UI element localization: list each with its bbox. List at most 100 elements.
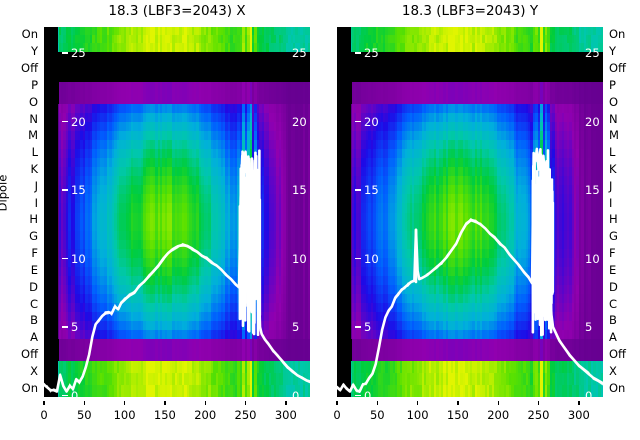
y-category-label-right: K bbox=[609, 163, 617, 176]
x-tick-mark bbox=[244, 401, 247, 405]
inner-y-tick-right: 20 bbox=[585, 116, 600, 129]
tick-dash-icon bbox=[355, 189, 361, 191]
tick-dash-icon bbox=[355, 52, 361, 54]
x-tick-mark bbox=[164, 401, 166, 405]
inner-y-tick-label: 15 bbox=[364, 183, 379, 197]
inner-y-tick-label: 25 bbox=[364, 46, 379, 60]
y-category-label-left: L bbox=[0, 147, 38, 159]
inner-y-tick-left: 0 bbox=[62, 389, 78, 397]
panel-title-x: 18.3 (LBF3=2043) X bbox=[44, 3, 310, 19]
y-category-label-right: H bbox=[609, 214, 618, 226]
y-category-label-right: Off bbox=[609, 63, 626, 75]
heatmap-image bbox=[44, 27, 310, 397]
tick-dash-icon bbox=[355, 120, 361, 123]
y-category-label-right: B bbox=[609, 315, 617, 327]
y-category-label-right: E bbox=[609, 264, 616, 277]
x-tick-label: 50 bbox=[357, 408, 397, 422]
inner-y-tick-label: 15 bbox=[71, 183, 86, 197]
y-category-label-right: I bbox=[609, 197, 612, 210]
heat-band-dark-purple bbox=[44, 339, 310, 363]
x-tick-mark bbox=[578, 401, 580, 405]
x-tick-mark bbox=[83, 401, 85, 405]
white-overlay-trace-y bbox=[337, 147, 603, 394]
y-category-label-left: N bbox=[0, 113, 38, 126]
y-category-label-left: Off bbox=[0, 348, 38, 361]
inner-y-tick-label: 0 bbox=[364, 389, 371, 397]
inner-y-tick-left: 15 bbox=[62, 185, 86, 197]
tick-dash-icon bbox=[62, 52, 68, 54]
y-category-label-right: On bbox=[609, 29, 625, 41]
tick-dash-icon bbox=[62, 394, 68, 397]
tick-dash-icon bbox=[62, 120, 68, 123]
heatmap-panel-x[interactable]: 0 0 5 5 10 10 15 15 20 20 25 25 bbox=[44, 27, 310, 397]
tick-dash-icon bbox=[62, 326, 68, 328]
inner-y-tick-right: 15 bbox=[585, 185, 600, 197]
x-tick-mark bbox=[457, 401, 459, 405]
tick-dash-icon bbox=[355, 394, 361, 397]
y-category-label-left: X bbox=[0, 365, 38, 378]
inner-y-tick-right: 20 bbox=[292, 116, 307, 129]
y-category-label-left: J bbox=[0, 180, 38, 193]
y-category-label-left: H bbox=[0, 214, 38, 226]
inner-y-tick-label: 0 bbox=[71, 389, 78, 397]
y-category-label-left: K bbox=[0, 163, 38, 176]
inner-y-tick-left: 5 bbox=[62, 322, 78, 334]
y-category-label-left: C bbox=[0, 298, 38, 311]
inner-y-tick-label: 5 bbox=[71, 320, 78, 334]
heat-band-main-body bbox=[44, 103, 310, 341]
y-category-label-right: L bbox=[609, 147, 615, 159]
y-category-label-right: N bbox=[609, 113, 618, 126]
y-category-label-left: On bbox=[0, 29, 38, 41]
y-category-label-right: O bbox=[609, 96, 618, 109]
x-tick-label: 150 bbox=[438, 408, 478, 422]
y-category-label-right: G bbox=[609, 231, 618, 243]
y-category-label-left: F bbox=[0, 248, 38, 260]
tick-dash-icon bbox=[355, 326, 361, 328]
inner-y-tick-left: 25 bbox=[355, 48, 379, 60]
heat-band-bright-spectrum bbox=[337, 27, 603, 53]
heat-band-dark-purple bbox=[337, 339, 603, 363]
tick-dash-icon bbox=[355, 257, 361, 260]
y-category-label-right: A bbox=[609, 332, 617, 344]
x-tick-label: 300 bbox=[559, 408, 599, 422]
y-category-label-right: P bbox=[609, 79, 616, 92]
x-tick-label: 300 bbox=[266, 408, 306, 422]
heat-band-black bbox=[337, 51, 603, 82]
inner-y-tick-left: 20 bbox=[62, 116, 86, 129]
heat-dead-channel bbox=[337, 27, 351, 397]
y-category-label-right: Y bbox=[609, 46, 616, 58]
y-category-label-left: Y bbox=[0, 46, 38, 58]
inner-y-tick-right: 0 bbox=[585, 390, 592, 397]
inner-y-tick-left: 10 bbox=[355, 253, 379, 266]
heatmap-panel-y[interactable]: 0 0 5 5 10 10 15 15 20 20 25 25 bbox=[337, 27, 603, 397]
panel-title-y: 18.3 (LBF3=2043) Y bbox=[337, 3, 603, 19]
inner-y-tick-label: 10 bbox=[71, 252, 86, 266]
y-category-label-right: C bbox=[609, 298, 617, 311]
y-category-label-left: G bbox=[0, 231, 38, 243]
y-category-label-right: On bbox=[609, 382, 625, 395]
x-tick-label: 200 bbox=[478, 408, 518, 422]
x-tick-label: 250 bbox=[226, 408, 266, 422]
inner-y-tick-right: 10 bbox=[585, 253, 600, 266]
x-tick-mark bbox=[204, 401, 206, 405]
inner-y-tick-left: 15 bbox=[355, 185, 379, 197]
y-category-label-right: D bbox=[609, 281, 618, 294]
inner-y-tick-left: 0 bbox=[355, 389, 371, 397]
y-category-label-left: D bbox=[0, 281, 38, 294]
inner-y-tick-label: 5 bbox=[364, 320, 371, 334]
inner-y-tick-right: 10 bbox=[292, 253, 307, 266]
x-tick-mark bbox=[285, 401, 287, 405]
inner-y-tick-right: 5 bbox=[292, 322, 299, 334]
x-tick-label: 250 bbox=[519, 408, 559, 422]
inner-y-tick-left: 10 bbox=[62, 252, 86, 266]
x-tick-mark bbox=[417, 401, 419, 405]
x-tick-label: 200 bbox=[185, 408, 225, 422]
inner-y-tick-label: 20 bbox=[364, 115, 379, 129]
inner-y-tick-right: 5 bbox=[585, 322, 592, 334]
x-tick-mark bbox=[376, 401, 378, 405]
y-category-label-left: M bbox=[0, 130, 38, 142]
x-tick-label: 150 bbox=[145, 408, 185, 422]
y-category-label-right: X bbox=[609, 365, 617, 378]
inner-y-tick-right: 0 bbox=[292, 390, 299, 397]
